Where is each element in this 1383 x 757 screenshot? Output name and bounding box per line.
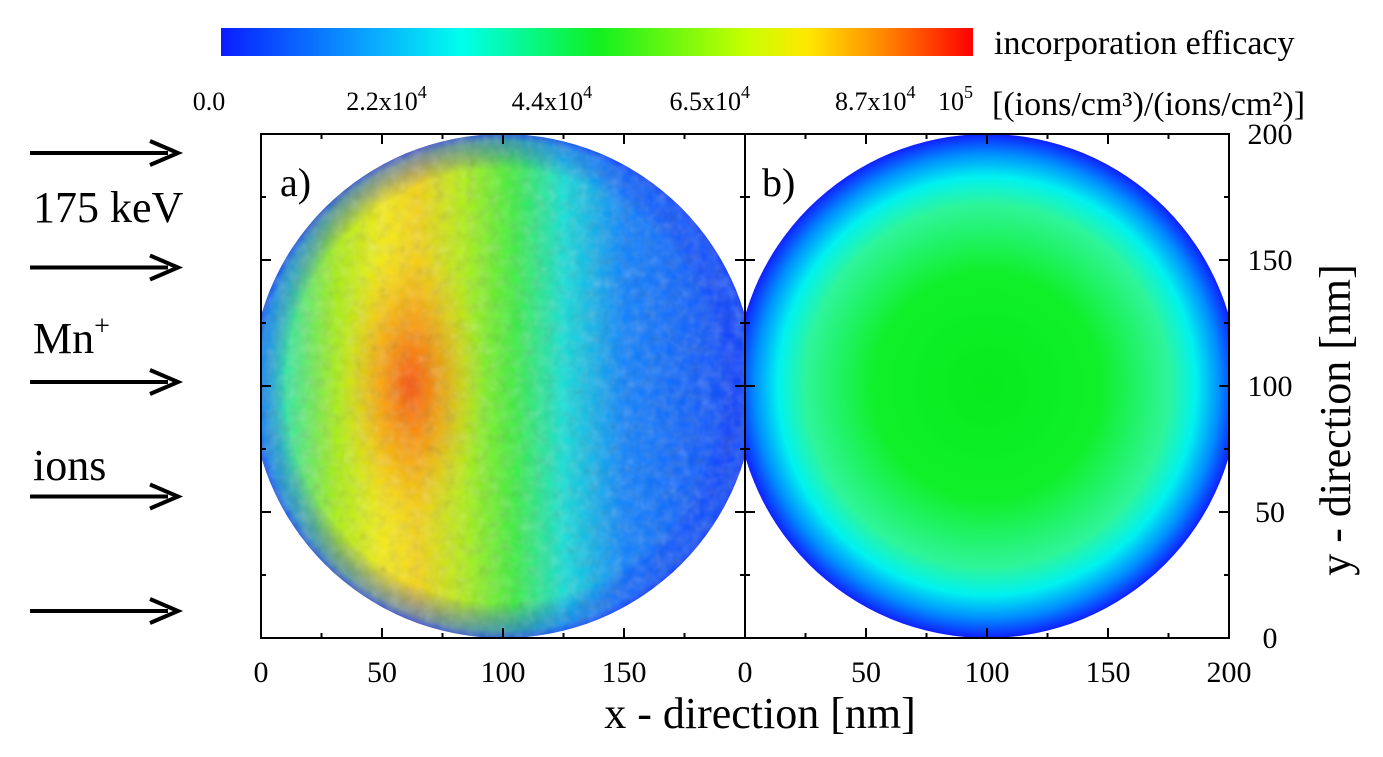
y-tick-label: 200 <box>1248 118 1293 151</box>
x-tick-label: 100 <box>481 656 526 689</box>
ion-beam-arrow <box>30 482 184 511</box>
x-tick-label: 0 <box>254 656 269 689</box>
colorbar-tick-label: 105 <box>938 82 973 116</box>
x-axis-label: x - direction [nm] <box>604 689 916 738</box>
x-axis-ticks: 0 50 100 150 0 50 100 150 200 <box>254 134 1252 689</box>
colorbar-tick-label: 8.7x104 <box>835 82 916 116</box>
colorbar-tick-label: 4.4x104 <box>512 82 593 116</box>
y-axis-ticks: 0 50 100 150 200 <box>261 118 1293 655</box>
y-tick-label: 100 <box>1248 370 1293 403</box>
panel-a-label: a) <box>280 160 311 205</box>
panel-a <box>261 134 745 638</box>
ion-beam-arrow <box>30 253 184 282</box>
colorbar-title: incorporation efficacy <box>994 25 1295 62</box>
panel-b-heatmap <box>745 134 1229 638</box>
y-tick-label: 0 <box>1263 622 1278 655</box>
x-tick-label: 50 <box>851 656 881 689</box>
colorbar <box>221 28 973 56</box>
annotation-ion-species: Mn+ <box>33 311 110 363</box>
ion-beam-arrow <box>30 139 184 167</box>
panel-b-label: b) <box>762 160 795 205</box>
ion-beam-arrow <box>30 368 184 396</box>
x-tick-label: 200 <box>1207 656 1252 689</box>
annotation-ion-species-base: Mn <box>33 314 94 363</box>
x-tick-label: 50 <box>367 656 397 689</box>
x-tick-label: 150 <box>602 656 647 689</box>
y-axis-label: y - direction [nm] <box>1311 264 1360 576</box>
x-tick-label: 100 <box>965 656 1010 689</box>
x-tick-label: 150 <box>1086 656 1131 689</box>
annotation-energy: 175 keV <box>33 183 184 232</box>
annotation-ions: ions <box>33 441 106 490</box>
ion-beam-arrow <box>30 597 184 625</box>
y-tick-label: 150 <box>1248 244 1293 277</box>
y-tick-label: 50 <box>1255 496 1285 529</box>
annotation-ion-species-charge: + <box>94 311 110 342</box>
colorbar-tick-labels: 0.0 2.2x104 4.4x104 6.5x104 8.7x104 105 <box>193 82 973 116</box>
x-tick-label: 0 <box>738 656 753 689</box>
colorbar-unit: [(ions/cm³)/(ions/cm²)] <box>992 86 1305 123</box>
ion-beam-arrows <box>30 139 184 625</box>
colorbar-tick-label: 6.5x104 <box>670 82 751 116</box>
colorbar-tick-label: 2.2x104 <box>346 82 427 116</box>
panel-b <box>745 134 1229 638</box>
colorbar-tick-label: 0.0 <box>193 87 226 116</box>
panel-a-noise <box>261 134 745 638</box>
